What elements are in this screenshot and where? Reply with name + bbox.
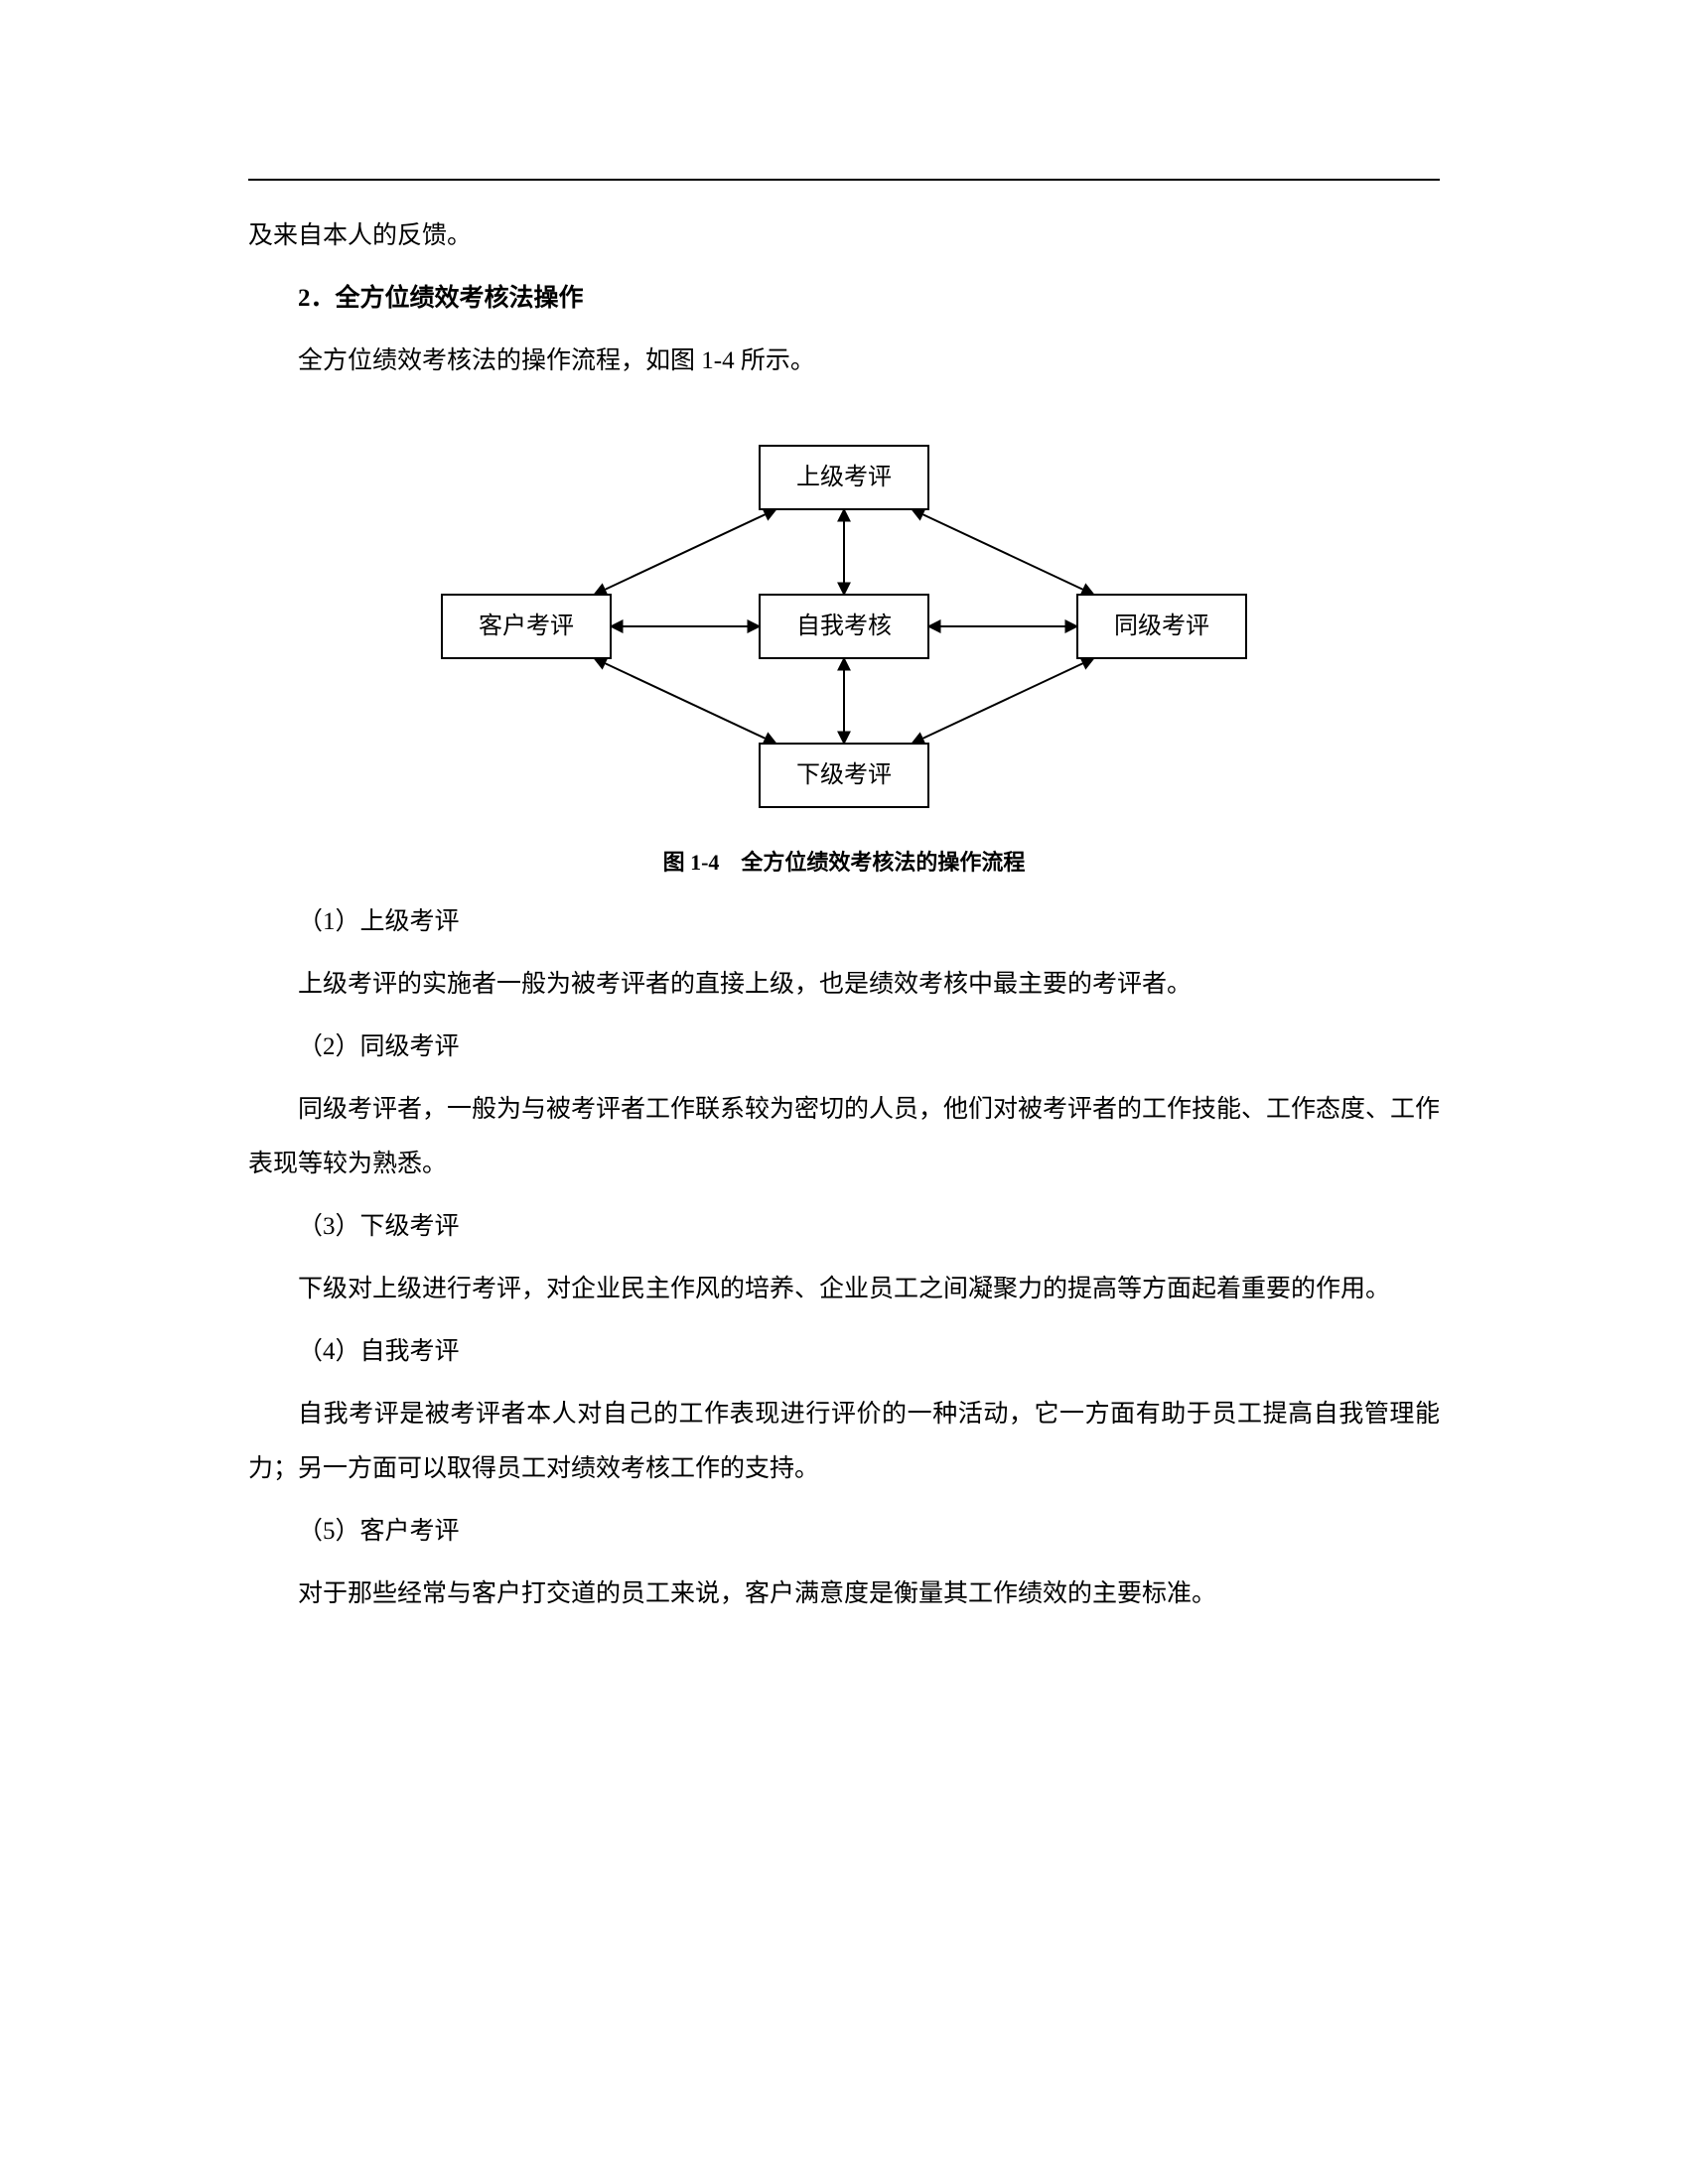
section-number: （1）上级考评	[248, 894, 1440, 949]
flowchart-svg: 上级考评下级考评 客户考评 同级考评 自我考核	[397, 418, 1291, 835]
flowchart-node-center: 自我考核	[760, 595, 928, 658]
section-heading: 2．全方位绩效考核法操作	[248, 271, 1440, 326]
section-body: 对于那些经常与客户打交道的员工来说，客户满意度是衡量其工作绩效的主要标准。	[248, 1567, 1440, 1621]
flowchart-node-right: 同级考评	[1077, 595, 1246, 658]
svg-text:同级考评: 同级考评	[1114, 613, 1209, 639]
sections-container: （1）上级考评上级考评的实施者一般为被考评者的直接上级，也是绩效考核中最主要的考…	[248, 894, 1440, 1621]
flowchart-node-bottom: 下级考评	[760, 744, 928, 807]
section-number: （2）同级考评	[248, 1020, 1440, 1074]
document-page: 及来自本人的反馈。 2．全方位绩效考核法操作 全方位绩效考核法的操作流程，如图 …	[248, 179, 1440, 1629]
svg-text:客户考评: 客户考评	[479, 613, 574, 639]
flowchart-edge	[594, 509, 775, 595]
section-body: 自我考评是被考评者本人对自己的工作表现进行评价的一种活动，它一方面有助于员工提高…	[248, 1387, 1440, 1496]
section-number: （3）下级考评	[248, 1199, 1440, 1254]
flowchart-edge	[912, 658, 1093, 744]
figure-caption: 图 1-4 全方位绩效考核法的操作流程	[248, 845, 1440, 877]
section-body: 下级对上级进行考评，对企业民主作风的培养、企业员工之间凝聚力的提高等方面起着重要…	[248, 1262, 1440, 1316]
flowchart-node-left: 客户考评	[442, 595, 611, 658]
figure-1-4: 上级考评下级考评 客户考评 同级考评 自我考核	[248, 418, 1440, 835]
intro-line: 及来自本人的反馈。	[248, 208, 1440, 263]
flowchart-edge	[594, 658, 775, 744]
section-number: （4）自我考评	[248, 1324, 1440, 1379]
svg-text:下级考评: 下级考评	[796, 761, 892, 788]
svg-text:上级考评: 上级考评	[796, 464, 892, 490]
heading-sub: 全方位绩效考核法的操作流程，如图 1-4 所示。	[248, 334, 1440, 388]
top-rule	[248, 179, 1440, 181]
section-body: 同级考评者，一般为与被考评者工作联系较为密切的人员，他们对被考评者的工作技能、工…	[248, 1082, 1440, 1191]
flowchart-edge	[912, 509, 1093, 595]
flowchart-node-top: 上级考评	[760, 446, 928, 509]
svg-text:自我考核: 自我考核	[796, 613, 892, 639]
section-body: 上级考评的实施者一般为被考评者的直接上级，也是绩效考核中最主要的考评者。	[248, 957, 1440, 1012]
section-number: （5）客户考评	[248, 1504, 1440, 1559]
